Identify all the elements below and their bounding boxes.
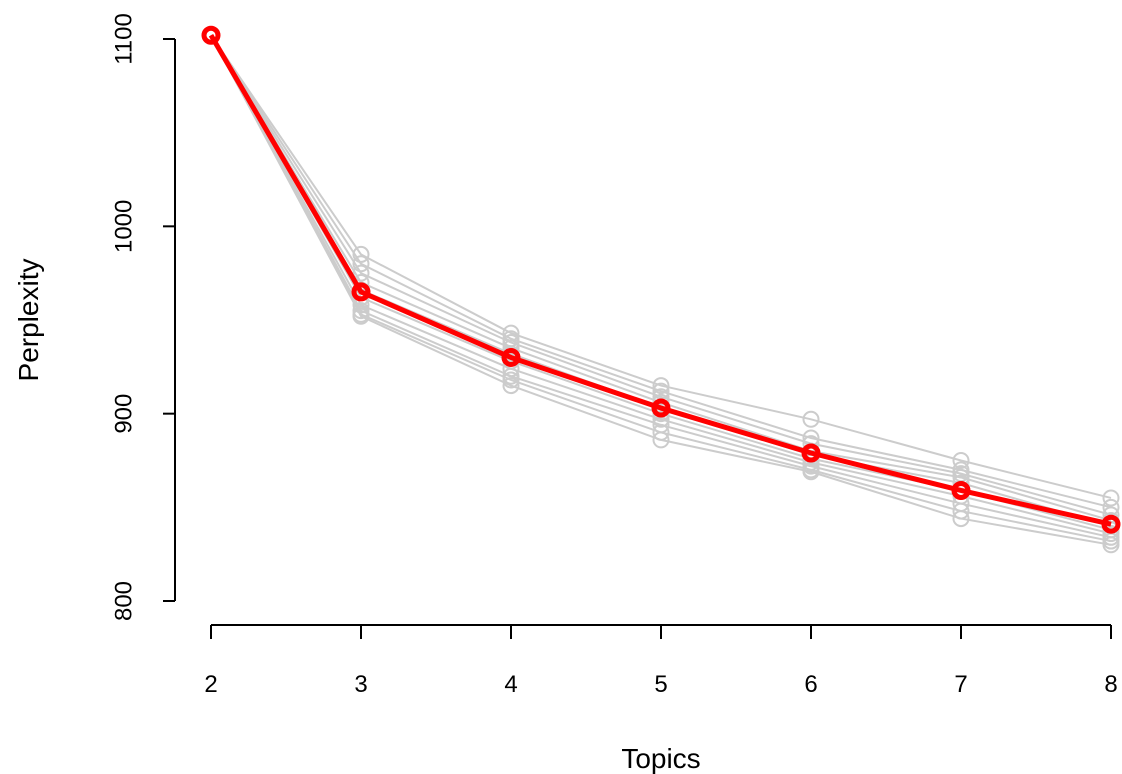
x-tick-label: 8: [1104, 671, 1117, 698]
run-series-line: [210, 34, 1112, 546]
run-series-point: [952, 510, 970, 528]
y-axis-title: Perplexity: [13, 259, 44, 382]
x-tick-label: 7: [954, 671, 967, 698]
run-series-point: [652, 410, 670, 428]
mean-series-line: [208, 33, 1112, 527]
run-series: [202, 26, 1120, 507]
y-tick-label: 800: [110, 581, 137, 621]
x-tick-label: 5: [654, 671, 667, 698]
run-series-line: [210, 34, 1112, 528]
y-tick-label: 1100: [110, 13, 137, 65]
run-series-point: [352, 307, 370, 325]
mean-series-point: [351, 282, 371, 302]
run-series: [202, 26, 1120, 554]
run-series-point: [502, 371, 520, 389]
run-series-point: [502, 377, 520, 395]
mean-series: [201, 25, 1121, 534]
mean-series-point: [201, 25, 221, 45]
mean-series-point: [951, 480, 971, 500]
run-series-point: [1102, 536, 1120, 554]
x-tick-label: 2: [204, 671, 217, 698]
mean-series-point: [501, 347, 521, 367]
run-series: [202, 26, 1120, 535]
x-tick-label: 3: [354, 671, 367, 698]
run-series: [202, 26, 1120, 550]
run-series-point: [952, 452, 970, 469]
run-series-point: [652, 431, 670, 449]
run-series: [202, 26, 1120, 546]
run-series-line: [210, 34, 1112, 516]
y-tick-label: 1000: [110, 200, 137, 253]
run-series-point: [652, 377, 670, 395]
y-tick-label: 900: [110, 394, 137, 434]
mean-series-point: [801, 443, 821, 463]
series-layer: [201, 25, 1121, 554]
run-series-point: [802, 463, 820, 481]
run-series-point: [352, 245, 370, 263]
run-series: [202, 26, 1120, 539]
run-series: [202, 26, 1120, 516]
mean-series-point: [651, 398, 671, 418]
mean-series-point: [1101, 514, 1121, 534]
x-tick-label: 6: [804, 671, 817, 698]
x-tick-label: 4: [504, 671, 517, 698]
x-axis: 2 3 4 5 6 7 8: [204, 624, 1118, 698]
run-series-point: [802, 410, 820, 428]
run-series-line: [210, 34, 1112, 499]
run-series-point: [652, 388, 670, 406]
x-axis-title: Topics: [621, 743, 700, 774]
run-series: [202, 26, 1120, 543]
y-axis: 800 900 1000 1100: [110, 13, 176, 621]
run-series-point: [1102, 489, 1120, 507]
